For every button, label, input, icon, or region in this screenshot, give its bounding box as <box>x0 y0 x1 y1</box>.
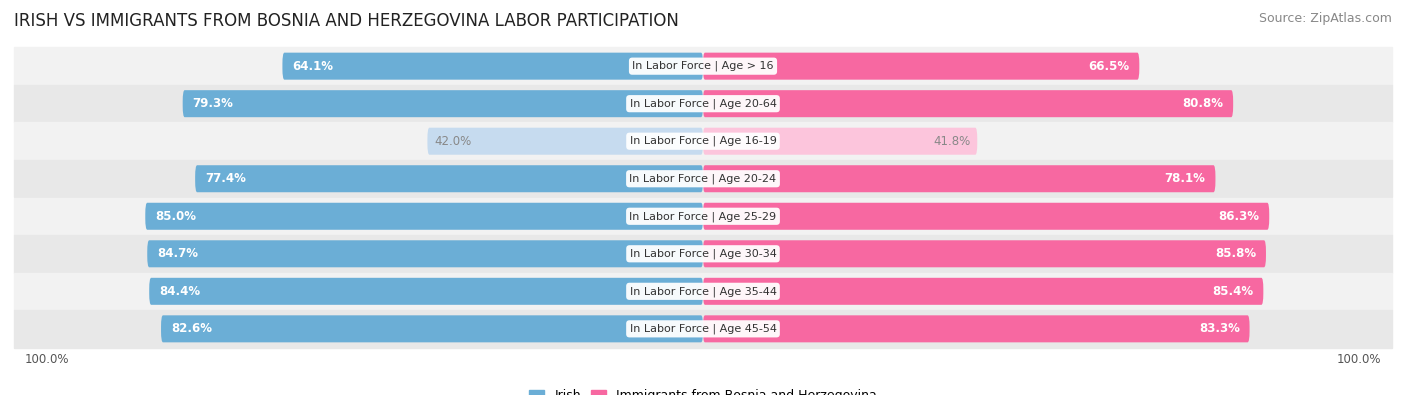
Text: 77.4%: 77.4% <box>205 172 246 185</box>
FancyBboxPatch shape <box>703 53 1139 80</box>
FancyBboxPatch shape <box>703 203 1270 230</box>
Bar <box>14 85 1392 122</box>
Text: IRISH VS IMMIGRANTS FROM BOSNIA AND HERZEGOVINA LABOR PARTICIPATION: IRISH VS IMMIGRANTS FROM BOSNIA AND HERZ… <box>14 12 679 30</box>
Text: In Labor Force | Age 30-34: In Labor Force | Age 30-34 <box>630 248 776 259</box>
Text: In Labor Force | Age 45-54: In Labor Force | Age 45-54 <box>630 324 776 334</box>
Bar <box>14 160 1392 198</box>
FancyBboxPatch shape <box>283 53 703 80</box>
FancyBboxPatch shape <box>149 278 703 305</box>
Legend: Irish, Immigrants from Bosnia and Herzegovina: Irish, Immigrants from Bosnia and Herzeg… <box>524 384 882 395</box>
Text: Source: ZipAtlas.com: Source: ZipAtlas.com <box>1258 12 1392 25</box>
Text: 83.3%: 83.3% <box>1199 322 1240 335</box>
Bar <box>14 235 1392 273</box>
Text: In Labor Force | Age 25-29: In Labor Force | Age 25-29 <box>630 211 776 222</box>
Bar <box>14 47 1392 85</box>
Text: 82.6%: 82.6% <box>172 322 212 335</box>
FancyBboxPatch shape <box>145 203 703 230</box>
FancyBboxPatch shape <box>703 278 1264 305</box>
Text: 66.5%: 66.5% <box>1088 60 1129 73</box>
Text: In Labor Force | Age 20-64: In Labor Force | Age 20-64 <box>630 98 776 109</box>
Text: 41.8%: 41.8% <box>934 135 970 148</box>
Bar <box>14 122 1392 160</box>
Text: In Labor Force | Age 20-24: In Labor Force | Age 20-24 <box>630 173 776 184</box>
Text: In Labor Force | Age > 16: In Labor Force | Age > 16 <box>633 61 773 71</box>
Text: 42.0%: 42.0% <box>434 135 471 148</box>
FancyBboxPatch shape <box>183 90 703 117</box>
Bar <box>14 310 1392 348</box>
Text: 78.1%: 78.1% <box>1164 172 1205 185</box>
Text: In Labor Force | Age 35-44: In Labor Force | Age 35-44 <box>630 286 776 297</box>
Text: 85.4%: 85.4% <box>1212 285 1254 298</box>
FancyBboxPatch shape <box>703 90 1233 117</box>
Text: 84.4%: 84.4% <box>159 285 200 298</box>
FancyBboxPatch shape <box>703 128 977 155</box>
FancyBboxPatch shape <box>162 315 703 342</box>
Text: 84.7%: 84.7% <box>157 247 198 260</box>
Text: In Labor Force | Age 16-19: In Labor Force | Age 16-19 <box>630 136 776 147</box>
Text: 80.8%: 80.8% <box>1182 97 1223 110</box>
FancyBboxPatch shape <box>148 240 703 267</box>
FancyBboxPatch shape <box>195 165 703 192</box>
FancyBboxPatch shape <box>427 128 703 155</box>
Text: 64.1%: 64.1% <box>292 60 333 73</box>
FancyBboxPatch shape <box>703 240 1265 267</box>
Text: 79.3%: 79.3% <box>193 97 233 110</box>
Bar <box>14 198 1392 235</box>
FancyBboxPatch shape <box>703 165 1215 192</box>
FancyBboxPatch shape <box>703 315 1250 342</box>
Text: 86.3%: 86.3% <box>1219 210 1260 223</box>
Text: 85.0%: 85.0% <box>155 210 195 223</box>
Bar <box>14 273 1392 310</box>
Text: 85.8%: 85.8% <box>1215 247 1256 260</box>
